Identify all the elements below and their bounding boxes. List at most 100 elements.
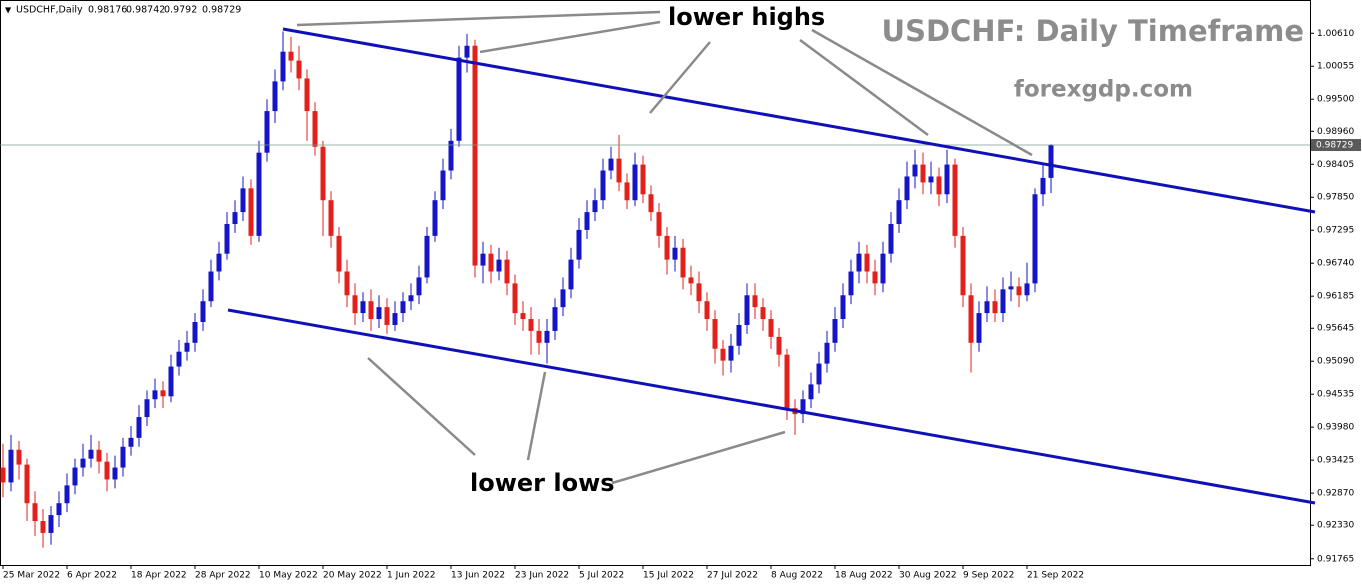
header: USDCHF,Daily 0.98176 0.98742 0.9792 0.98… [16,5,241,16]
candle-body [1040,177,1046,195]
candle-body [136,417,142,438]
candle-body [336,235,342,272]
price-label-box [1311,139,1361,152]
x-tick-label: 6 Apr 2022 [67,571,117,581]
candle-body [672,247,678,260]
candle-body [760,307,766,320]
candle-body [192,322,198,343]
x-tick-label: 15 Jul 2022 [643,571,694,581]
candle-body [528,319,534,331]
x-tick-label: 28 Apr 2022 [195,571,251,581]
y-tick-label: 0.97295 [1317,226,1354,236]
candle-body [320,146,326,201]
candle-body [392,313,398,325]
candle-body [560,289,566,308]
candle-body [624,182,630,201]
candle-body [440,170,446,201]
candle-body [376,307,382,320]
candle-body [472,45,478,266]
candle-body [152,390,158,400]
candle-body [448,140,454,171]
y-tick-label: 0.95090 [1317,357,1354,367]
candle-body [312,111,318,147]
candle-body [584,212,590,230]
candle-body [632,164,638,201]
subtitle: forexgdp.com [1014,77,1193,103]
candle-body [880,253,886,284]
candle-body [296,60,302,79]
candle-body [64,485,70,504]
candle-body [216,253,222,272]
y-tick-label: 0.96740 [1317,259,1354,269]
symbol: USDCHF,Daily [16,5,83,16]
candle-body [200,301,206,323]
x-tick-label: 18 Apr 2022 [131,571,187,581]
candle-body [272,81,278,112]
chart-title: USDCHF: Daily Timeframe [882,14,1304,48]
x-tick-label: 13 Jun 2022 [451,571,505,581]
candle-body [504,259,510,284]
candle-body [872,271,878,284]
candle-body [360,301,366,314]
y-tick-label: 0.96185 [1317,292,1354,302]
candle-body [824,342,830,364]
candle-body [128,437,134,447]
candle-body [1016,286,1022,296]
candle-body [400,301,406,314]
candle-body [384,307,390,325]
x-tick-label: 8 Aug 2022 [771,571,823,581]
candle-body [576,229,582,260]
candle-body [592,200,598,213]
candle-body [464,45,470,58]
candle-body [960,235,966,296]
candle-body [520,313,526,320]
annotation: lower highs [668,3,825,31]
candle-body [856,253,862,272]
candle-body [816,363,822,385]
candle-body [928,176,934,183]
candle-body [160,390,166,397]
x-tick-label: 20 May 2022 [323,571,382,581]
candle-body [224,223,230,254]
price-label: 0.98729 [1316,141,1353,151]
upper-trendline [282,27,1316,214]
y-tick-label: 0.93425 [1317,456,1354,466]
candle-body [56,503,62,516]
candle-body [208,271,214,302]
candle-body [488,253,494,272]
candle-body [480,253,486,266]
candle-body [88,449,94,459]
y-tick-label: 0.95645 [1317,324,1354,334]
x-tick-label: 23 Jun 2022 [515,571,569,581]
candle-body [704,301,710,320]
candle-body [832,319,838,343]
candle-body [848,271,854,296]
candle-body [352,295,358,314]
candle-body [968,295,974,343]
candle-body [248,188,254,236]
candle-body [992,301,998,314]
candle-body [896,200,902,224]
pointers [296,10,1033,485]
x-tick-label: 21 Sep 2022 [1027,571,1084,581]
x-tick-label: 5 Jul 2022 [579,571,624,581]
candle-body [568,259,574,290]
candle-body [888,223,894,254]
candle-body [608,158,614,171]
candle-body [536,330,542,343]
y-tick-label: 0.91765 [1317,554,1354,564]
candle-body [32,503,38,522]
header-low: 0.9792 [164,5,197,16]
candle-body [280,51,286,82]
candle-body [344,271,350,296]
candle-body [120,446,126,468]
y-tick-label: 1.00055 [1317,62,1354,72]
candle-body [984,301,990,314]
candle-body [936,176,942,195]
candle-body [104,461,110,480]
candle-body [1024,283,1030,296]
x-tick-label: 18 Aug 2022 [835,571,893,581]
candle-body [648,194,654,213]
candle-body [904,176,910,201]
candle-body [240,188,246,213]
